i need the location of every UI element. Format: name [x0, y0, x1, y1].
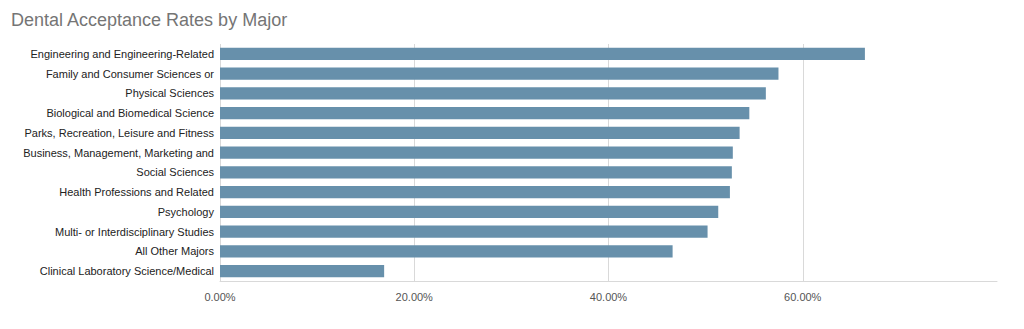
svg-text:Social Sciences: Social Sciences — [136, 166, 214, 178]
svg-text:Family and Consumer Sciences o: Family and Consumer Sciences or — [46, 68, 214, 80]
svg-text:Dental Acceptance Rates by Maj: Dental Acceptance Rates by Major — [11, 10, 287, 30]
svg-text:20.00%: 20.00% — [396, 291, 434, 303]
svg-text:Psychology: Psychology — [158, 206, 215, 218]
svg-text:Biological and Biomedical Scie: Biological and Biomedical Science — [46, 107, 214, 119]
svg-text:Multi- or Interdisciplinary St: Multi- or Interdisciplinary Studies — [55, 226, 214, 238]
svg-text:0.00%: 0.00% — [204, 291, 235, 303]
svg-text:Clinical Laboratory Science/Me: Clinical Laboratory Science/Medical — [40, 265, 214, 277]
svg-text:Health Professions and Related: Health Professions and Related — [59, 186, 214, 198]
svg-text:Engineering and Engineering-Re: Engineering and Engineering-Related — [31, 48, 214, 60]
svg-text:40.00%: 40.00% — [590, 291, 628, 303]
svg-text:Parks, Recreation, Leisure and: Parks, Recreation, Leisure and Fitness — [24, 127, 214, 139]
svg-text:Physical Sciences: Physical Sciences — [125, 87, 214, 99]
svg-text:60.00%: 60.00% — [784, 291, 822, 303]
svg-text:Business, Management, Marketin: Business, Management, Marketing and — [23, 147, 214, 159]
svg-text:All Other Majors: All Other Majors — [135, 245, 214, 257]
